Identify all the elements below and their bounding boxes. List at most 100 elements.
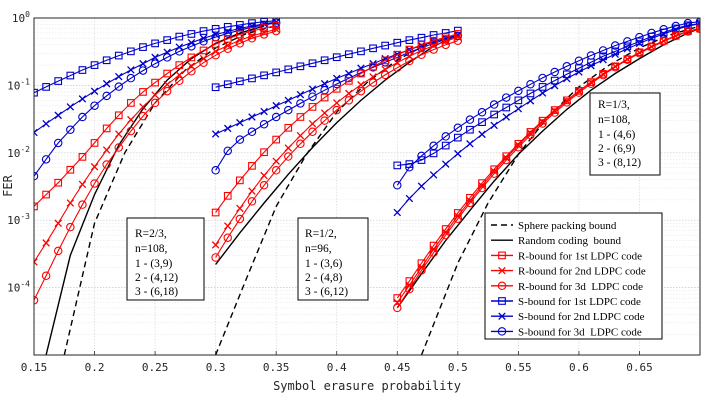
- data-point: [139, 59, 147, 68]
- data-point: [490, 121, 498, 130]
- data-point: [502, 154, 511, 162]
- data-point: [114, 143, 124, 152]
- x-tick-label: 0.35: [263, 361, 290, 374]
- data-point: [223, 233, 232, 242]
- data-point: [441, 132, 450, 141]
- legend-label: Random coding bound: [518, 235, 621, 247]
- data-point: [175, 71, 184, 79]
- data-point: [272, 157, 280, 165]
- data-point: [405, 36, 414, 44]
- data-point: [611, 50, 619, 58]
- data-point: [405, 284, 414, 294]
- data-point: [248, 187, 256, 195]
- legend-marker: [498, 266, 506, 275]
- data-point: [90, 87, 99, 95]
- data-point: [610, 62, 620, 72]
- annotation-line: 1 - (3,6): [305, 258, 343, 270]
- data-point: [696, 25, 700, 33]
- data-point: [490, 110, 498, 119]
- data-point: [248, 74, 256, 83]
- data-point: [417, 263, 426, 272]
- data-point: [441, 40, 450, 50]
- data-point: [575, 68, 583, 76]
- data-point: [369, 44, 377, 53]
- data-point: [211, 130, 220, 138]
- data-point: [380, 70, 390, 80]
- group-rate-1-2: [211, 26, 463, 355]
- data-point: [550, 67, 559, 77]
- data-point: [235, 135, 245, 144]
- data-point: [550, 107, 559, 115]
- r-bound-line: [215, 33, 458, 213]
- data-point: [151, 78, 159, 87]
- data-point: [393, 303, 402, 313]
- data-point: [489, 169, 499, 178]
- data-point: [465, 198, 475, 208]
- data-point: [320, 109, 329, 117]
- group-rate-2-3: [34, 18, 281, 355]
- data-point: [296, 139, 305, 149]
- data-point: [417, 40, 426, 49]
- sphere-packing-line: [63, 25, 277, 355]
- data-point: [320, 93, 329, 102]
- data-point: [441, 33, 450, 41]
- data-point: [199, 37, 208, 46]
- data-point: [647, 28, 656, 38]
- data-point: [623, 55, 632, 65]
- data-point: [562, 70, 571, 79]
- data-point: [514, 141, 523, 149]
- data-point: [357, 81, 365, 89]
- data-point: [296, 113, 305, 121]
- series-r2: [34, 25, 280, 266]
- data-point: [163, 80, 171, 89]
- data-point: [586, 51, 596, 60]
- data-point: [429, 36, 438, 45]
- data-point: [562, 98, 572, 107]
- data-point: [453, 214, 463, 224]
- data-point: [357, 47, 365, 56]
- data-point: [102, 79, 111, 88]
- s-bound-line: [34, 20, 277, 94]
- data-point: [635, 39, 644, 48]
- data-point: [683, 27, 693, 36]
- data-point: [66, 71, 75, 80]
- x-tick-label: 0.4: [327, 361, 347, 374]
- data-point: [175, 76, 184, 86]
- data-point: [574, 56, 584, 66]
- data-point: [247, 197, 257, 206]
- data-point: [42, 83, 50, 91]
- data-point: [127, 47, 135, 56]
- data-point: [393, 181, 402, 190]
- data-point: [429, 45, 438, 54]
- data-point: [187, 30, 196, 38]
- data-point: [54, 77, 63, 85]
- data-point: [454, 149, 462, 158]
- data-point: [308, 85, 317, 93]
- annotation-line: n=108,: [135, 243, 167, 255]
- data-point: [139, 103, 147, 111]
- annotation-line: 2 - (4,8): [305, 272, 343, 284]
- data-point: [683, 18, 693, 28]
- s-bound-line: [215, 35, 458, 171]
- data-point: [284, 105, 293, 115]
- data-point: [90, 61, 99, 69]
- series-r1: [211, 30, 462, 217]
- y-tick-label: 10-2: [7, 145, 30, 160]
- data-point: [393, 63, 402, 72]
- data-point: [538, 83, 547, 91]
- data-point: [405, 52, 414, 61]
- data-point: [526, 89, 535, 98]
- data-point: [90, 179, 99, 188]
- data-point: [538, 117, 547, 126]
- data-point: [66, 103, 75, 111]
- data-point: [575, 87, 583, 95]
- data-point: [78, 112, 87, 122]
- data-point: [296, 90, 305, 99]
- legend-label: S-bound for 1st LDPC code: [518, 296, 641, 308]
- data-point: [139, 88, 147, 96]
- data-point: [405, 194, 414, 203]
- data-point: [357, 69, 365, 78]
- data-point: [538, 73, 547, 83]
- legend: Sphere packing bound Random coding bound R…: [484, 212, 663, 340]
- data-point: [344, 76, 353, 85]
